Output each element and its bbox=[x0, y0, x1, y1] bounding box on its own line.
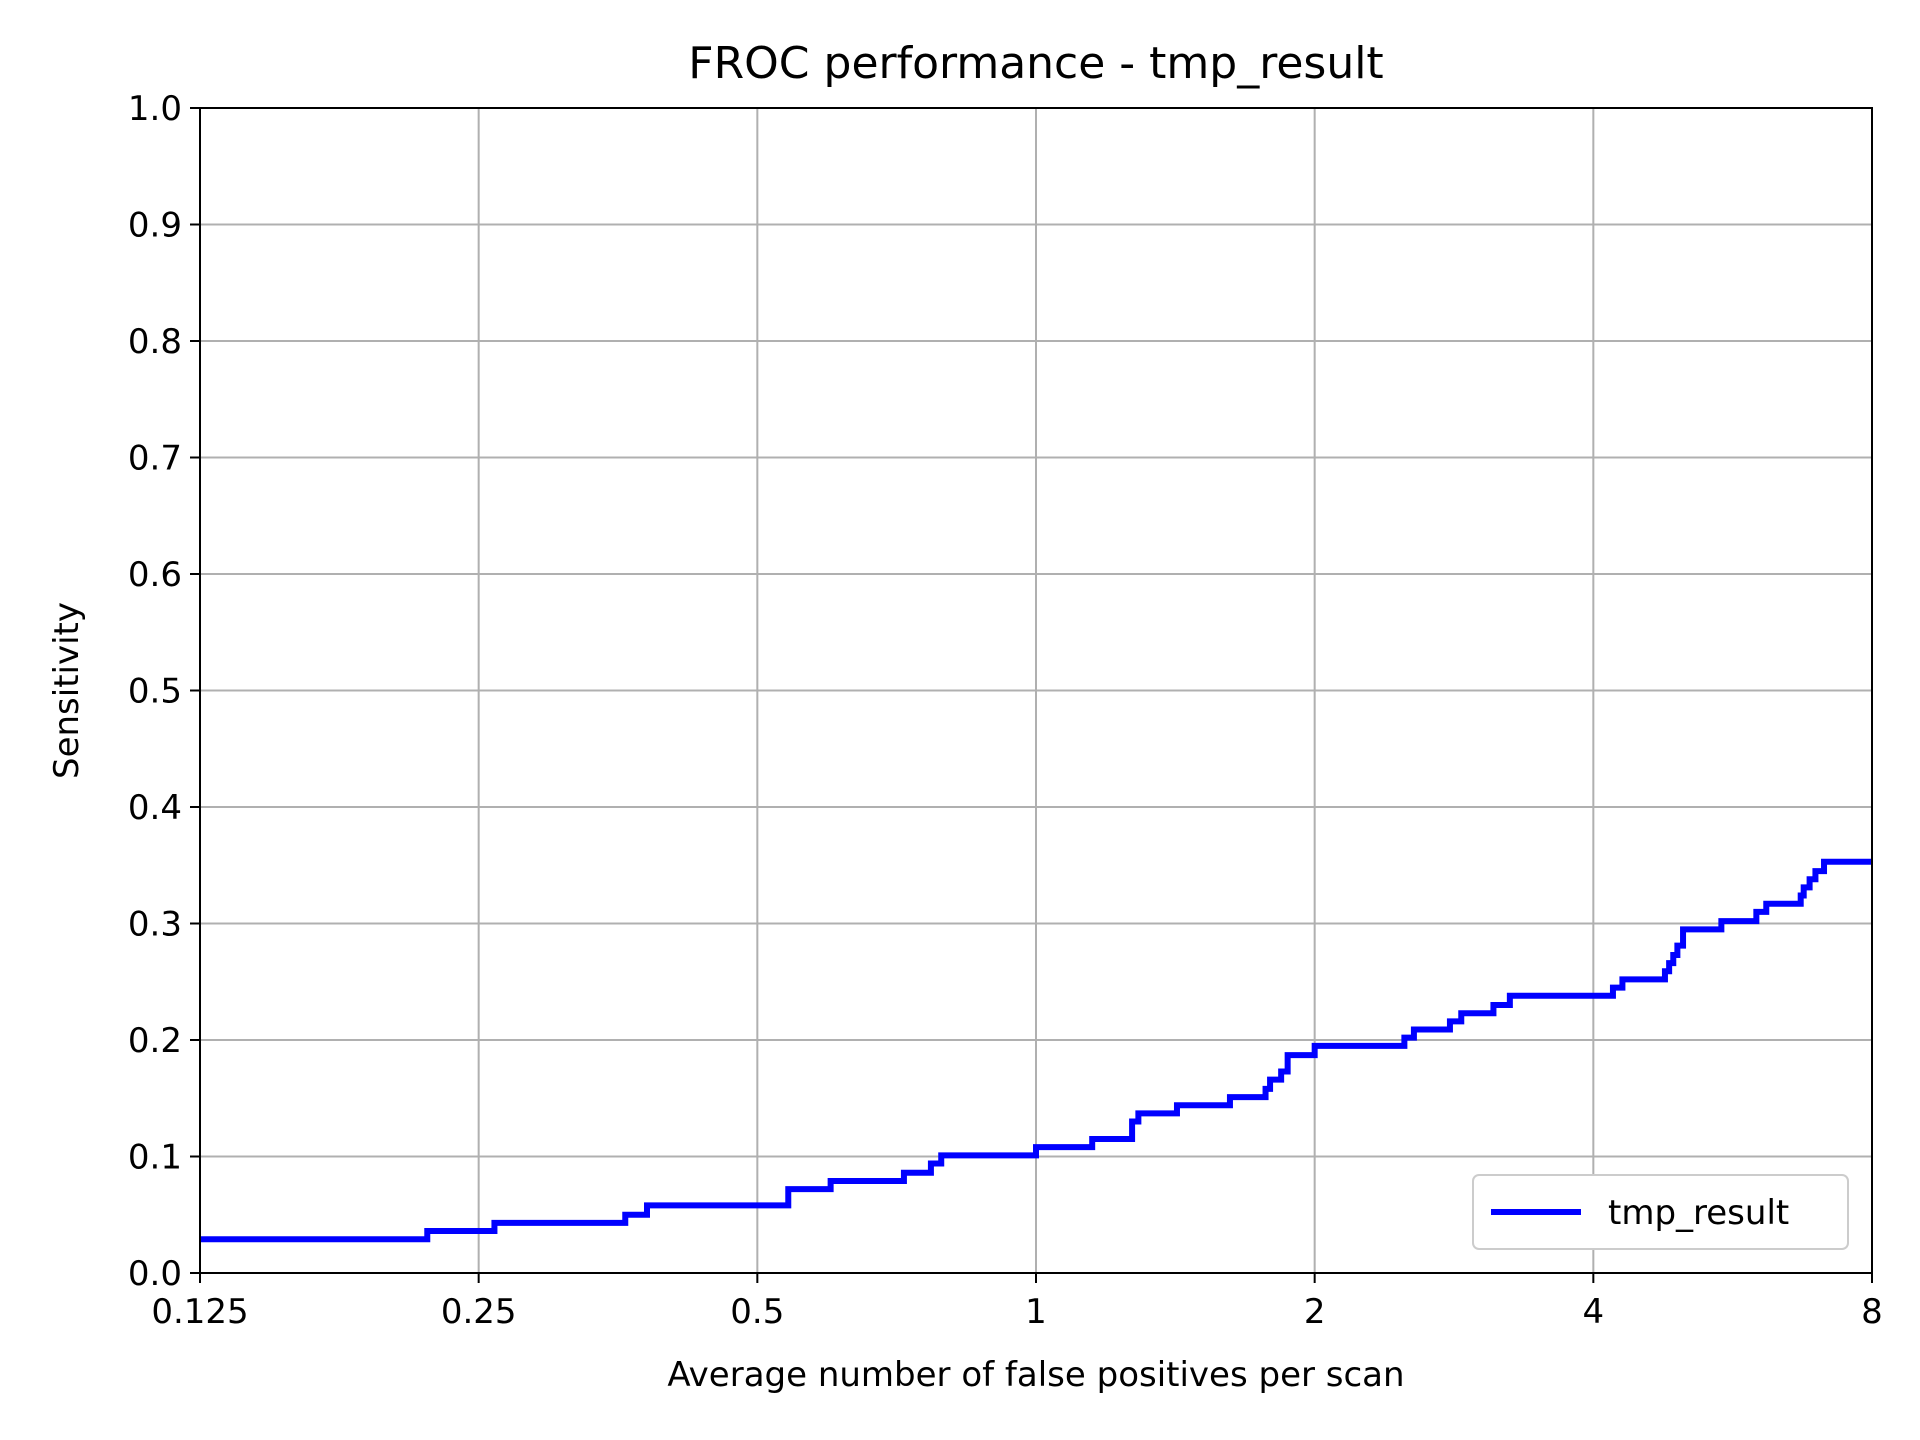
axis-ticks: 0.125 0.25 0.5 1 2 4 8 0.0 0.1 0.2 0.3 0.4 0.5 0.6 0.7… bbox=[128, 89, 1883, 1332]
chart-title: FROC performance - tmp_result bbox=[688, 38, 1383, 89]
x-tick-label: 2 bbox=[1304, 1292, 1326, 1332]
x-tick-label: 0.5 bbox=[730, 1292, 784, 1332]
x-axis-label: Average number of false positives per sc… bbox=[667, 1355, 1404, 1395]
legend-box bbox=[1472, 1174, 1849, 1250]
y-tick-label: 0.3 bbox=[128, 905, 182, 945]
y-tick-label: 0.4 bbox=[128, 788, 182, 828]
y-tick-label: 0.6 bbox=[128, 555, 182, 595]
x-tick-label: 4 bbox=[1583, 1292, 1605, 1332]
x-tick-label: 0.125 bbox=[151, 1292, 248, 1332]
y-tick-label: 0.8 bbox=[128, 322, 182, 362]
y-tick-label: 0.5 bbox=[128, 672, 182, 712]
legend: tmp_result bbox=[1472, 1174, 1849, 1250]
y-tick-label: 0.7 bbox=[128, 439, 182, 479]
x-tick-label: 1 bbox=[1025, 1292, 1047, 1332]
y-axis-label: Sensitivity bbox=[47, 602, 87, 779]
y-tick-label: 0.1 bbox=[128, 1138, 182, 1178]
series-layer bbox=[200, 858, 1872, 1243]
y-tick-label: 1.0 bbox=[128, 89, 182, 129]
y-tick-label: 0.9 bbox=[128, 206, 182, 246]
series-line-tmp-result bbox=[200, 858, 1872, 1243]
legend-label-tmp-result: tmp_result bbox=[1608, 1193, 1789, 1233]
x-tick-label: 0.25 bbox=[441, 1292, 517, 1332]
y-tick-label: 0.2 bbox=[128, 1021, 182, 1061]
y-tick-label: 0.0 bbox=[128, 1254, 182, 1294]
x-tick-label: 8 bbox=[1861, 1292, 1883, 1332]
